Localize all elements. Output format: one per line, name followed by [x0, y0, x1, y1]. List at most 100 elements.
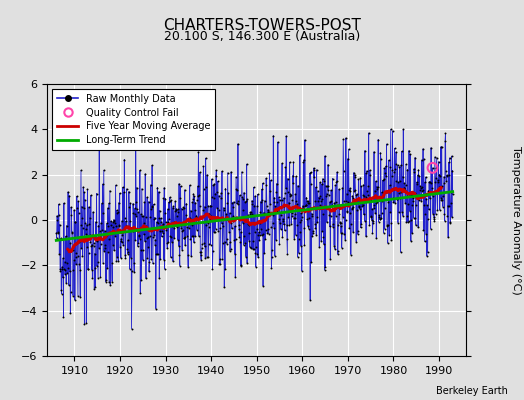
Point [338, 230, 346, 236]
Point [377, 156, 385, 162]
Point [244, 221, 252, 228]
Point [362, 170, 370, 176]
Point [268, 254, 276, 260]
Point [440, 174, 448, 180]
Point [343, 191, 351, 197]
Point [145, 198, 153, 205]
Point [252, 264, 260, 270]
Point [422, 231, 430, 237]
Point [96, 274, 105, 281]
Point [144, 234, 152, 240]
Point [380, 226, 389, 232]
Point [253, 226, 261, 232]
Point [276, 196, 284, 203]
Point [369, 202, 378, 208]
Point [209, 266, 217, 272]
Point [435, 171, 444, 178]
Point [86, 214, 94, 221]
Point [292, 198, 301, 204]
Point [438, 144, 446, 150]
Point [363, 188, 372, 194]
Point [237, 169, 246, 175]
Point [330, 242, 339, 249]
Point [414, 167, 423, 173]
Point [129, 200, 137, 207]
Point [121, 215, 129, 222]
Point [345, 225, 354, 232]
Point [192, 214, 200, 220]
Point [231, 251, 239, 257]
Point [200, 240, 209, 246]
Point [237, 229, 245, 236]
Point [202, 222, 211, 228]
Point [54, 201, 63, 207]
Point [322, 182, 330, 189]
Point [166, 233, 174, 240]
Point [79, 225, 87, 232]
Point [290, 235, 298, 242]
Point [399, 212, 407, 219]
Point [323, 186, 332, 193]
Point [172, 220, 180, 226]
Point [148, 203, 157, 209]
Point [394, 220, 402, 226]
Point [344, 199, 352, 205]
Point [150, 214, 159, 221]
Point [246, 210, 255, 217]
Point [196, 249, 204, 256]
Point [391, 161, 400, 168]
Point [405, 218, 413, 224]
Point [102, 232, 110, 239]
Point [440, 210, 449, 217]
Point [120, 156, 128, 163]
Point [362, 194, 370, 200]
Point [373, 199, 381, 205]
Point [347, 251, 355, 258]
Point [115, 223, 124, 230]
Point [233, 200, 241, 207]
Point [194, 149, 203, 155]
Point [171, 208, 179, 215]
Point [64, 265, 73, 271]
Point [308, 210, 316, 217]
Point [319, 176, 327, 182]
Point [352, 196, 361, 203]
Point [279, 216, 287, 222]
Point [154, 251, 162, 258]
Point [369, 218, 377, 224]
Point [423, 253, 431, 259]
Point [214, 228, 222, 234]
Point [61, 271, 69, 278]
Point [180, 234, 188, 241]
Point [114, 209, 122, 215]
Point [202, 184, 210, 190]
Point [183, 224, 192, 230]
Point [132, 213, 140, 219]
Point [446, 218, 455, 225]
Point [443, 202, 452, 209]
Point [269, 132, 278, 139]
Point [208, 176, 216, 182]
Point [185, 182, 194, 188]
Point [297, 217, 305, 223]
Point [196, 169, 204, 176]
Point [77, 222, 85, 229]
Point [134, 243, 142, 250]
Point [232, 186, 241, 192]
Point [111, 232, 119, 239]
Point [126, 217, 134, 224]
Point [157, 219, 166, 225]
Point [146, 214, 155, 220]
Point [88, 266, 96, 273]
Point [368, 230, 377, 236]
Point [305, 170, 314, 176]
Point [184, 264, 192, 270]
Point [314, 197, 322, 204]
Point [57, 235, 65, 242]
Point [110, 216, 118, 223]
Point [123, 223, 131, 230]
Point [125, 188, 133, 195]
Point [92, 236, 101, 243]
Point [177, 224, 185, 231]
Point [442, 172, 451, 179]
